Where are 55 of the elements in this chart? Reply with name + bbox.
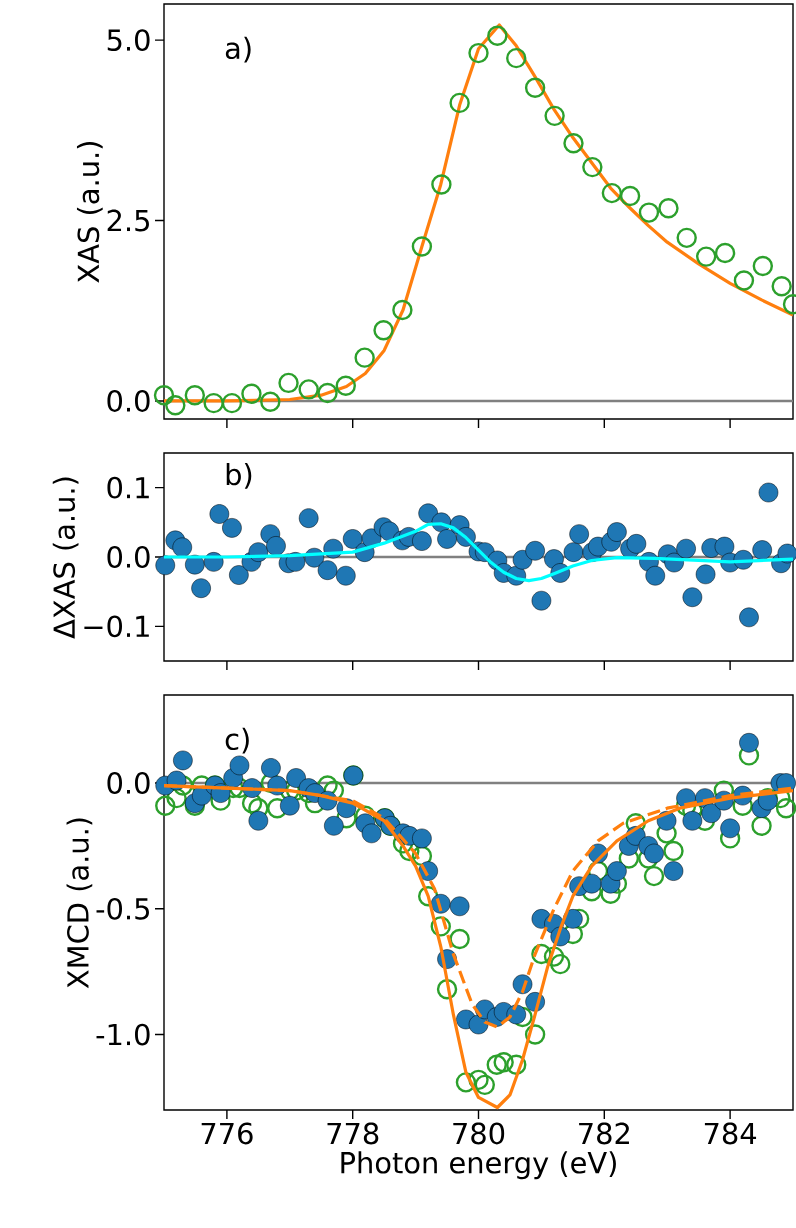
- point: [506, 47, 527, 69]
- y-axis-title: XMCD (a.u.): [66, 818, 93, 989]
- y-tick-label: 0.0: [107, 546, 150, 568]
- point: [241, 383, 262, 404]
- y-tick-label: 0.0: [107, 390, 150, 412]
- point: [354, 347, 375, 368]
- point: [335, 375, 356, 396]
- y-tick-label: -0.5: [96, 897, 149, 920]
- x-tick-label: 784: [704, 1122, 757, 1145]
- point: [317, 382, 338, 404]
- point: [468, 42, 489, 64]
- point: [221, 392, 243, 414]
- point: [165, 395, 186, 416]
- x-tick-label: 780: [453, 1122, 505, 1145]
- annotation: b): [226, 463, 252, 489]
- x-tick-label: 778: [327, 1122, 379, 1145]
- y-tick-label: 0.1: [107, 476, 149, 499]
- y-tick-label: 5.0: [107, 29, 150, 52]
- point: [771, 276, 792, 297]
- point: [638, 202, 660, 223]
- y-tick-label: −0.1: [84, 615, 149, 638]
- point: [298, 379, 319, 400]
- point: [411, 236, 433, 257]
- point: [260, 391, 281, 412]
- point: [676, 227, 697, 249]
- point: [619, 185, 641, 207]
- point: [563, 133, 584, 154]
- point: [487, 25, 508, 46]
- point: [392, 299, 413, 321]
- x-tick-label: 776: [201, 1122, 253, 1145]
- y-tick-label: -1.0: [96, 1023, 150, 1046]
- x-axis-title: Photon energy (eV): [341, 1151, 616, 1180]
- y-tick-label: 0.0: [107, 772, 150, 794]
- point: [601, 182, 623, 204]
- point: [373, 320, 394, 341]
- point: [544, 105, 565, 127]
- point: [714, 242, 736, 264]
- point: [278, 372, 299, 394]
- point: [582, 156, 603, 178]
- point: [658, 198, 679, 219]
- point: [696, 246, 717, 267]
- point: [203, 392, 224, 414]
- point: [431, 174, 452, 195]
- annotation: a): [225, 36, 251, 63]
- point: [524, 77, 546, 98]
- point: [184, 384, 206, 406]
- y-axis-title: ΔXAS (a.u.): [52, 477, 79, 639]
- point: [153, 384, 175, 406]
- point: [449, 92, 470, 114]
- y-tick-label: 2.5: [107, 209, 149, 232]
- y-axis-title: XAS (a.u.): [76, 142, 103, 283]
- x-tick-label: 782: [579, 1122, 629, 1145]
- annotation: c): [225, 727, 249, 754]
- point: [752, 255, 774, 277]
- point: [733, 270, 755, 291]
